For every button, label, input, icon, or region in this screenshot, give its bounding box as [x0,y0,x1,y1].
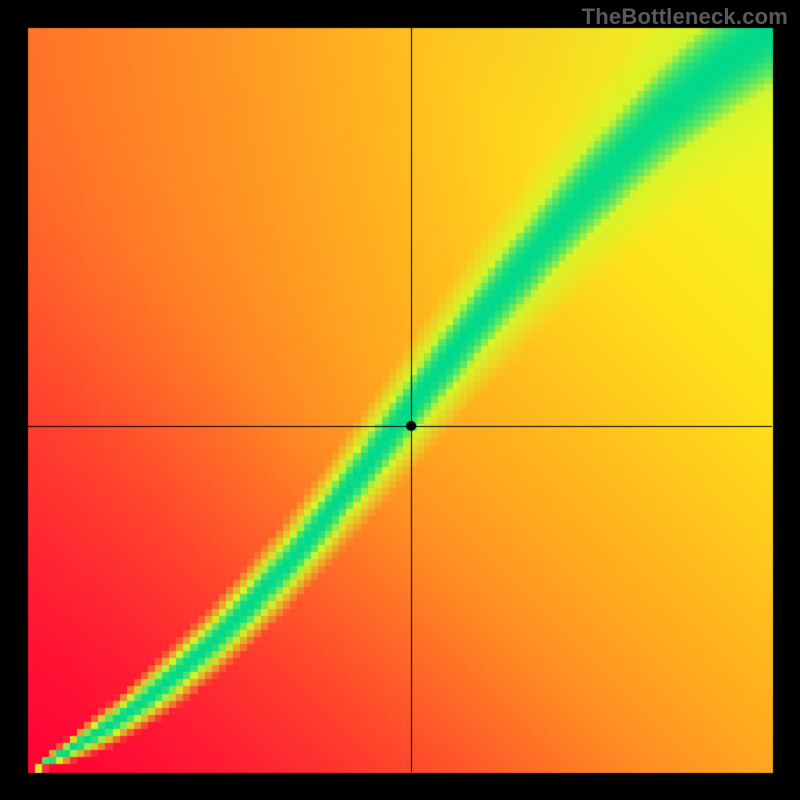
chart-container: TheBottleneck.com [0,0,800,800]
bottleneck-heatmap [0,0,800,800]
attribution-label: TheBottleneck.com [582,4,788,30]
